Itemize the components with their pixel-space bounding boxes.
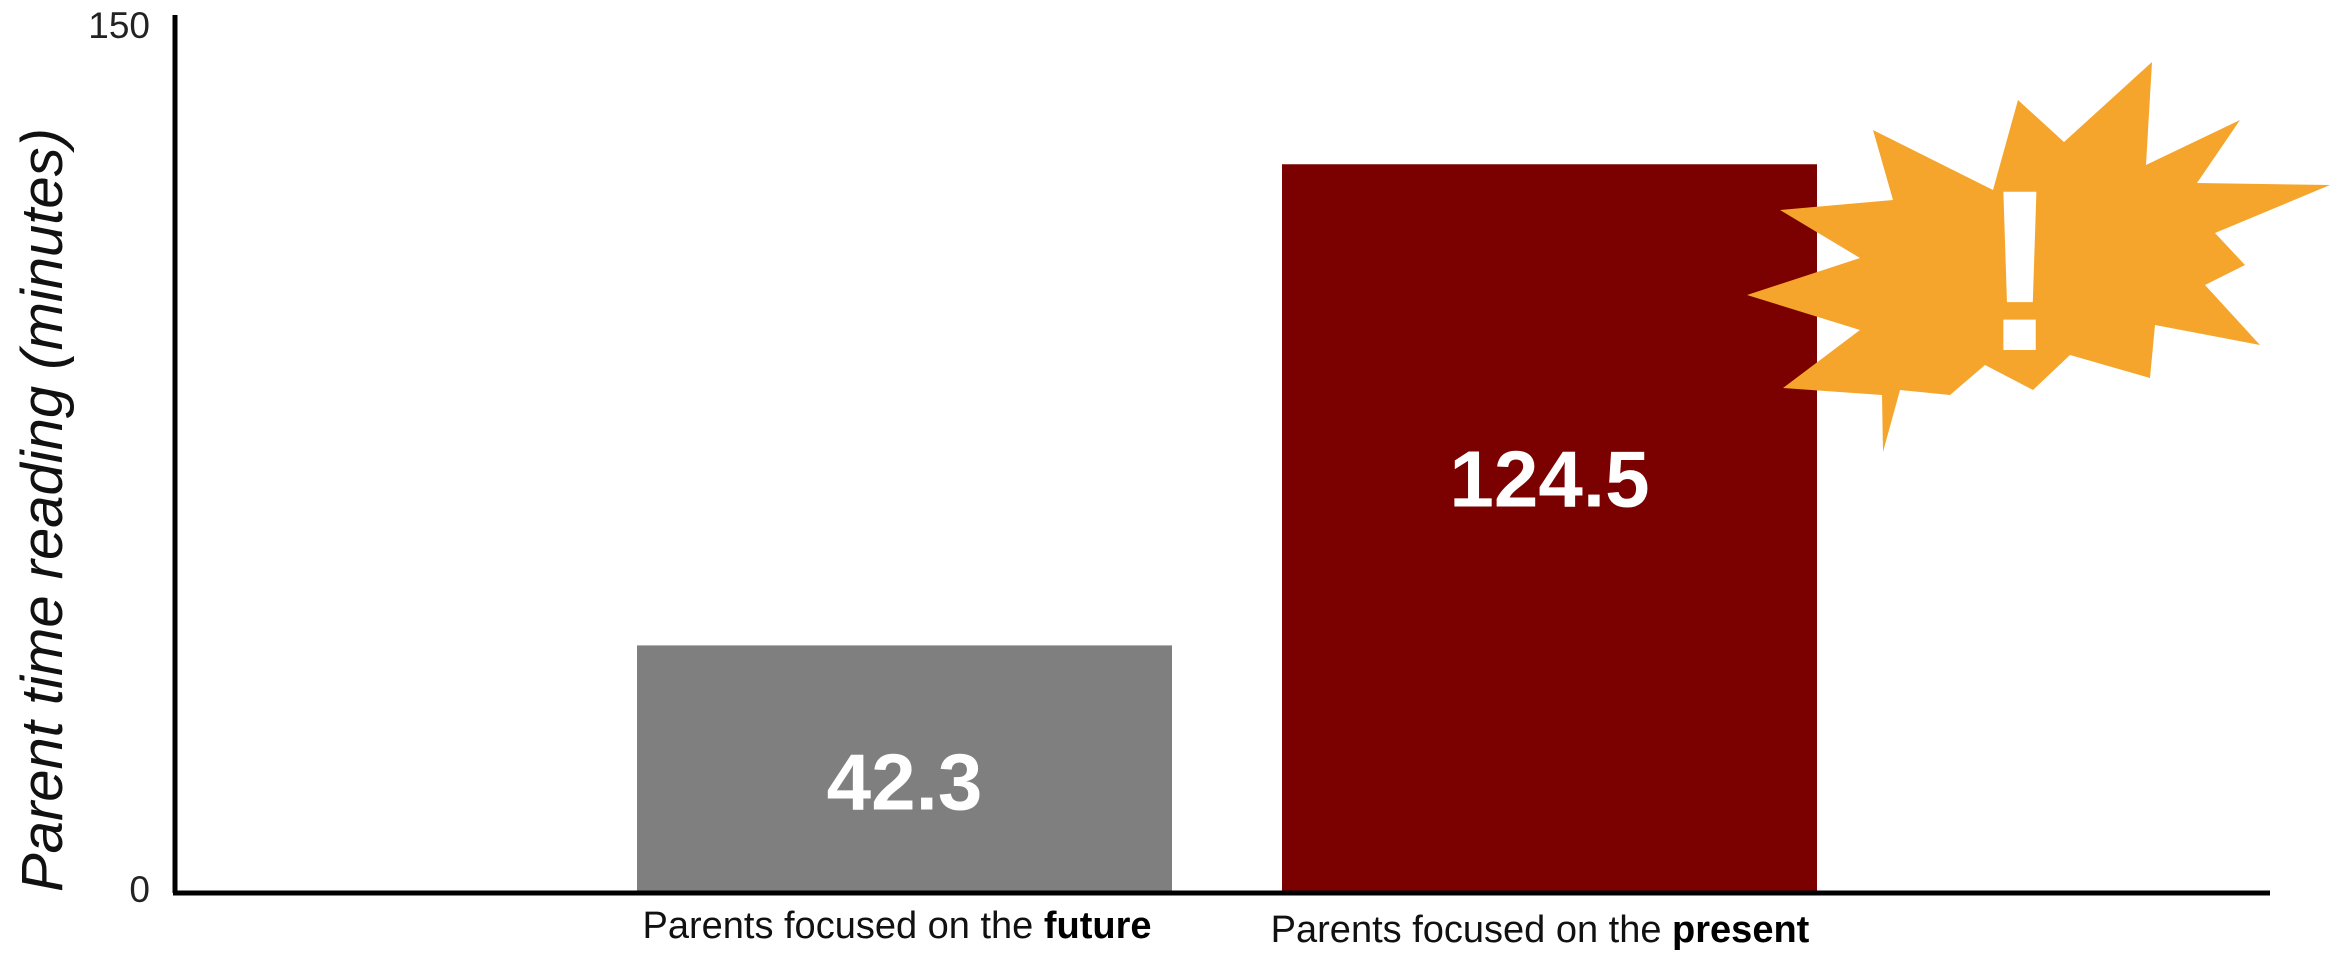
x-category-emphasis: future: [1044, 905, 1152, 947]
x-category-label-present: Parents focused on the present: [1271, 909, 1810, 951]
x-category-emphasis: present: [1672, 909, 1810, 951]
x-category-prefix: Parents focused on the: [642, 905, 1043, 947]
starburst-icon: !: [1747, 62, 2330, 452]
bar-value-label-present: 124.5: [1449, 435, 1649, 524]
bars-group: 42.3 124.5: [637, 164, 1817, 893]
bar-value-label-future: 42.3: [827, 738, 983, 827]
x-category-label-future: Parents focused on the future: [642, 905, 1151, 947]
y-tick-label-max: 150: [88, 5, 150, 46]
y-tick-label-min: 0: [129, 869, 150, 910]
starburst-shape: [1747, 62, 2330, 452]
x-category-prefix: Parents focused on the: [1271, 909, 1672, 951]
exclamation-mark: !: [1982, 142, 2059, 399]
bar-future: [637, 645, 1172, 893]
y-axis-label: Parent time reading (minutes): [10, 128, 75, 892]
bar-present: [1282, 164, 1817, 893]
